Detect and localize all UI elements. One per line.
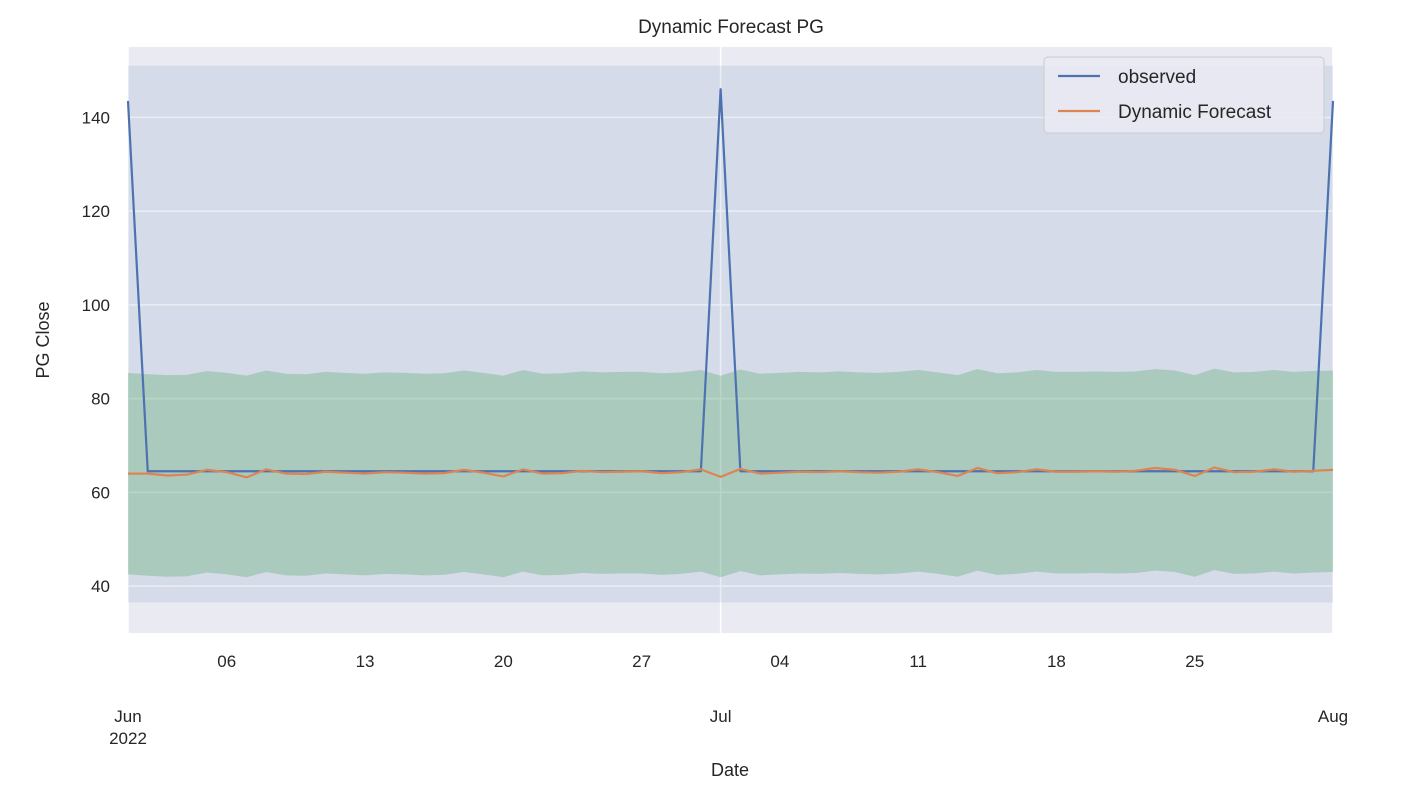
y-axis-label: PG Close [33, 301, 53, 378]
legend-label-observed: observed [1118, 67, 1196, 88]
x-tick-label: 27 [632, 652, 651, 671]
y-tick-label: 40 [91, 577, 110, 596]
x-axis-ticks: 06 13 20 27 04 11 18 25 Jun 2022 Jul Aug [109, 652, 1348, 748]
y-tick-label: 120 [82, 202, 110, 221]
x-tick-label: 04 [770, 652, 789, 671]
x-tick-label: 25 [1185, 652, 1204, 671]
confidence-bands [128, 65, 1333, 603]
band-wide [128, 65, 1333, 603]
y-tick-label: 140 [82, 108, 110, 127]
x-major-tick-label: Jul [710, 707, 732, 726]
x-tick-label: 13 [356, 652, 375, 671]
x-tick-label: 18 [1047, 652, 1066, 671]
gridlines [127, 47, 1334, 633]
legend-label-dynamic-forecast: Dynamic Forecast [1118, 102, 1272, 123]
x-tick-label: 06 [217, 652, 236, 671]
x-tick-label: 20 [494, 652, 513, 671]
legend-box [1043, 56, 1325, 134]
x-major-tick-sublabel: 2022 [109, 729, 147, 748]
y-tick-label: 60 [91, 483, 110, 502]
x-tick-label: 11 [909, 652, 927, 671]
legend: observed Dynamic Forecast [1043, 56, 1325, 134]
y-tick-label: 80 [91, 390, 110, 409]
y-tick-label: 100 [82, 296, 110, 315]
series-line-dynamic-forecast [128, 466, 1334, 479]
x-major-tick-label: Aug [1318, 707, 1348, 726]
x-axis-label: Date [711, 760, 749, 780]
plot-area [128, 47, 1333, 633]
y-axis-ticks: 40 60 80 100 120 140 [82, 108, 110, 596]
x-major-tick-label: Jun [114, 707, 141, 726]
chart-title: Dynamic Forecast PG [638, 17, 824, 38]
series-lines [126, 88, 1335, 479]
